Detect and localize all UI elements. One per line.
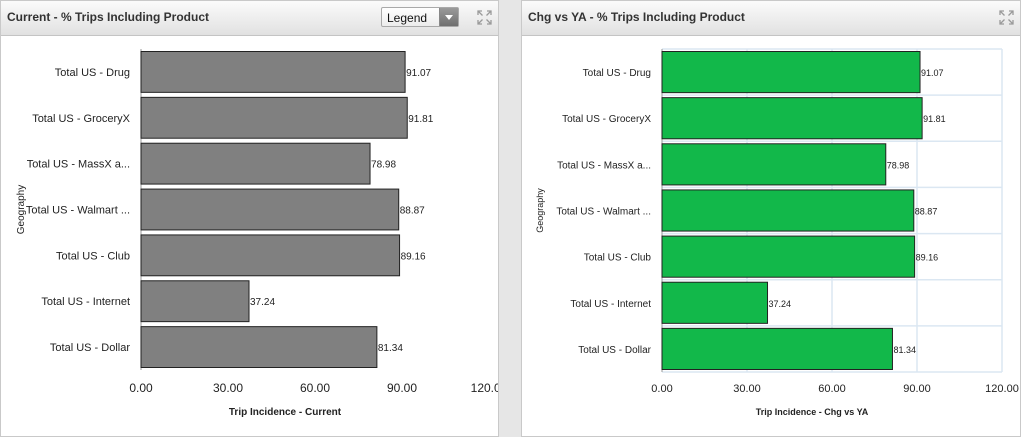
bar [140, 51, 406, 93]
bar [140, 234, 401, 277]
bar-chart-current: Total US - Drug 91.07 Total US - GroceryX 9… [16, 49, 498, 418]
expand-icon[interactable] [999, 10, 1014, 25]
bar-chart-chg-vs-ya: Total US - Drug 91.07 Total US - GroceryX 9… [535, 48, 1019, 417]
data-label: 37.24 [250, 297, 275, 308]
gridlines [662, 48, 1003, 373]
x-tick-label: 90.00 [903, 383, 931, 395]
legend-dropdown[interactable]: Legend [381, 7, 459, 27]
bar [140, 280, 250, 323]
x-tick-label: 30.00 [733, 383, 761, 395]
bar [661, 51, 921, 94]
bar [140, 96, 408, 139]
legend-dropdown-label: Legend [387, 11, 428, 25]
x-tick-label: 90.00 [387, 381, 417, 395]
category-label: Total US - Club [584, 253, 652, 264]
y-axis-title: Geography [16, 185, 27, 234]
bar [140, 188, 400, 231]
data-label: 89.16 [401, 251, 426, 262]
category-label: Total US - Drug [583, 68, 651, 79]
chart-panel-chg-vs-ya: Chg vs YA - % Trips Including Product To… [521, 0, 1021, 437]
x-tick-label: 60.00 [300, 381, 330, 395]
category-label: Total US - Walmart ... [26, 205, 130, 217]
x-tick-label: 120.00 [471, 381, 498, 395]
bar [661, 97, 923, 140]
x-tick-label: 120.00 [985, 383, 1019, 395]
data-label: 81.34 [893, 345, 916, 355]
panel-header: Chg vs YA - % Trips Including Product [522, 1, 1020, 36]
bar [661, 143, 887, 186]
category-label: Total US - Club [56, 250, 130, 262]
panel-title: Current - % Trips Including Product [7, 10, 210, 24]
bar [661, 189, 915, 232]
data-label: 88.87 [915, 207, 938, 217]
x-axis-title: Trip Incidence - Chg vs YA [756, 407, 869, 417]
bar [661, 281, 769, 324]
data-label: 91.07 [921, 68, 944, 78]
data-label: 78.98 [371, 160, 396, 171]
x-tick-label: 30.00 [213, 381, 243, 395]
data-label: 91.81 [923, 114, 946, 124]
bar [140, 142, 371, 185]
chart-panel-current: Current - % Trips Including Product Lege… [0, 0, 499, 437]
x-tick-label: 0.00 [129, 381, 153, 395]
data-label: 91.07 [406, 68, 431, 79]
category-label: Total US - Drug [55, 67, 130, 79]
category-label: Total US - GroceryX [562, 114, 651, 125]
category-label: Total US - Internet [570, 299, 651, 310]
y-axis-title: Geography [535, 188, 545, 233]
data-label: 88.87 [400, 206, 425, 217]
category-label: Total US - Dollar [50, 342, 130, 354]
chevron-down-icon[interactable] [439, 8, 458, 26]
category-label: Total US - MassX a... [27, 159, 130, 171]
x-tick-label: 60.00 [818, 383, 846, 395]
category-label: Total US - Dollar [578, 345, 651, 356]
data-label: 78.98 [887, 160, 910, 170]
category-label: Total US - Walmart ... [556, 207, 651, 218]
panel-header: Current - % Trips Including Product Lege… [1, 1, 498, 36]
category-label: Total US - GroceryX [32, 113, 130, 125]
bar [661, 327, 893, 371]
data-label: 37.24 [769, 299, 792, 309]
x-tick-label: 0.00 [651, 383, 672, 395]
data-label: 89.16 [916, 253, 939, 263]
bar [661, 235, 916, 278]
category-label: Total US - MassX a... [557, 160, 651, 171]
panel-title: Chg vs YA - % Trips Including Product [528, 10, 745, 24]
x-axis-title: Trip Incidence - Current [229, 407, 342, 418]
expand-icon[interactable] [477, 10, 492, 25]
data-label: 91.81 [408, 114, 433, 125]
category-label: Total US - Internet [41, 296, 130, 308]
bar [140, 326, 378, 368]
data-label: 81.34 [378, 343, 403, 354]
